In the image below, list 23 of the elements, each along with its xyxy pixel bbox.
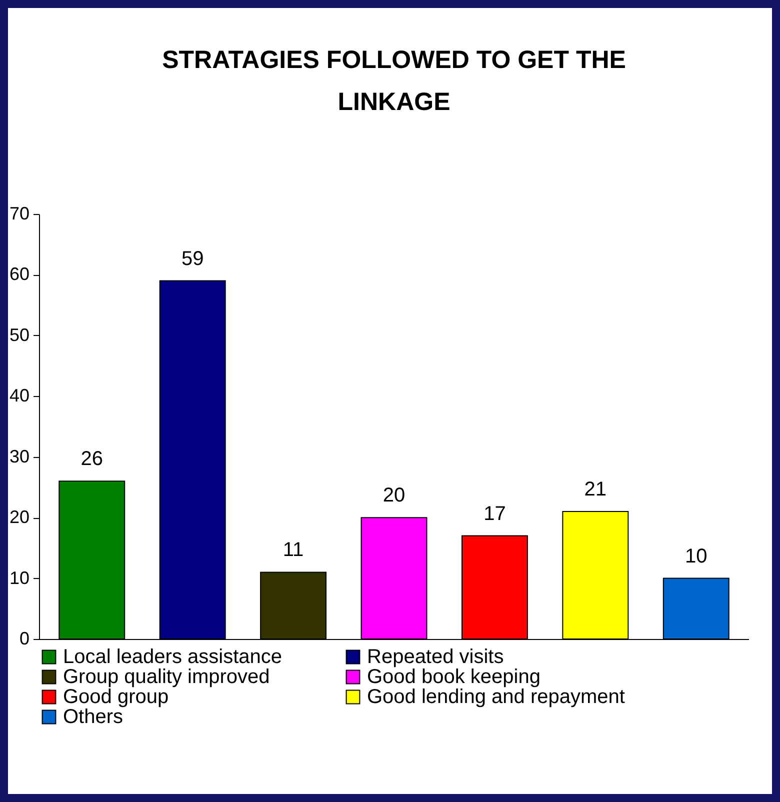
data-label: 21 xyxy=(584,478,607,500)
legend-label: Good book keeping xyxy=(367,666,540,688)
data-label: 20 xyxy=(382,484,406,507)
data-label: 11 xyxy=(282,539,304,562)
y-tick-label: 70 xyxy=(9,204,30,224)
y-tick-label: 0 xyxy=(19,628,30,648)
legend-label: Good group xyxy=(63,686,169,708)
y-tick-label: 10 xyxy=(9,568,30,588)
legend-label: Local leaders assistance xyxy=(63,646,282,668)
chart-title: STRATAGIES FOLLOWED TO GET THE LINKAGE xyxy=(162,46,626,116)
y-tick-label: 20 xyxy=(9,507,30,528)
legend-label: Others xyxy=(63,706,124,728)
y-tick-label: 60 xyxy=(9,264,30,284)
legend-label: Repeated visits xyxy=(367,646,504,668)
data-label: 26 xyxy=(80,448,103,470)
data-label: 59 xyxy=(181,248,204,270)
data-label: 10 xyxy=(685,545,708,568)
y-tick-label: 50 xyxy=(9,324,30,345)
legend-label: Good lending and repayment xyxy=(367,686,626,708)
y-tick-label: 40 xyxy=(9,386,30,406)
data-label: 17 xyxy=(484,502,506,525)
y-tick-label: 30 xyxy=(9,446,30,466)
legend-label: Group quality improved xyxy=(63,666,270,688)
